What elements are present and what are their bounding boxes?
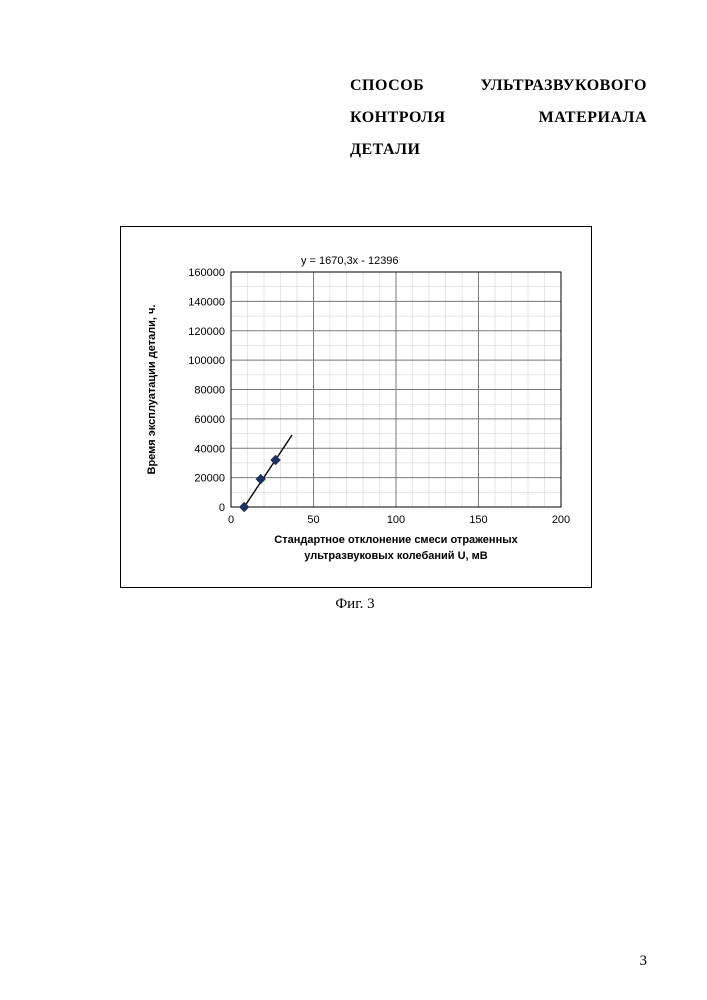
svg-text:Стандартное отклонение смеси о: Стандартное отклонение смеси отраженных bbox=[274, 534, 518, 546]
page: СПОСОБ УЛЬТРАЗВУКОВОГО КОНТРОЛЯ МАТЕРИАЛ… bbox=[0, 0, 707, 1000]
svg-text:0: 0 bbox=[219, 502, 225, 514]
svg-text:100000: 100000 bbox=[188, 355, 225, 367]
svg-text:160000: 160000 bbox=[188, 267, 225, 279]
svg-text:140000: 140000 bbox=[188, 296, 225, 308]
svg-text:y = 1670,3x - 12396: y = 1670,3x - 12396 bbox=[301, 255, 399, 267]
title-word: УЛЬТРАЗВУКОВОГО bbox=[480, 70, 647, 102]
svg-text:150: 150 bbox=[469, 514, 487, 526]
title-line-1: СПОСОБ УЛЬТРАЗВУКОВОГО bbox=[350, 70, 647, 102]
title-word: СПОСОБ bbox=[350, 70, 424, 102]
title-word: КОНТРОЛЯ bbox=[350, 102, 446, 134]
svg-text:40000: 40000 bbox=[194, 443, 225, 455]
svg-text:20000: 20000 bbox=[194, 473, 225, 485]
page-number: 3 bbox=[640, 953, 648, 970]
svg-text:100: 100 bbox=[387, 514, 405, 526]
figure-caption: Фиг. 3 bbox=[120, 596, 590, 613]
svg-text:80000: 80000 bbox=[194, 385, 225, 397]
title-word: ДЕТАЛИ bbox=[350, 134, 420, 166]
svg-text:Время эксплуатации детали, ч.: Время эксплуатации детали, ч. bbox=[146, 305, 158, 475]
chart-svg: 0 20000 40000 60000 80000 100000 120000 140000 1… bbox=[121, 227, 591, 587]
svg-text:50: 50 bbox=[307, 514, 319, 526]
svg-text:60000: 60000 bbox=[194, 414, 225, 426]
svg-text:ультразвуковых колебаний U, мВ: ультразвуковых колебаний U, мВ bbox=[304, 550, 488, 562]
svg-text:200: 200 bbox=[552, 514, 570, 526]
svg-text:120000: 120000 bbox=[188, 326, 225, 338]
title-word: МАТЕРИАЛА bbox=[539, 102, 647, 134]
title-block: СПОСОБ УЛЬТРАЗВУКОВОГО КОНТРОЛЯ МАТЕРИАЛ… bbox=[350, 70, 647, 166]
svg-text:0: 0 bbox=[228, 514, 234, 526]
title-line-2: КОНТРОЛЯ МАТЕРИАЛА bbox=[350, 102, 647, 134]
chart-frame: 0 20000 40000 60000 80000 100000 120000 140000 1… bbox=[120, 226, 592, 588]
title-line-3: ДЕТАЛИ bbox=[350, 134, 647, 166]
